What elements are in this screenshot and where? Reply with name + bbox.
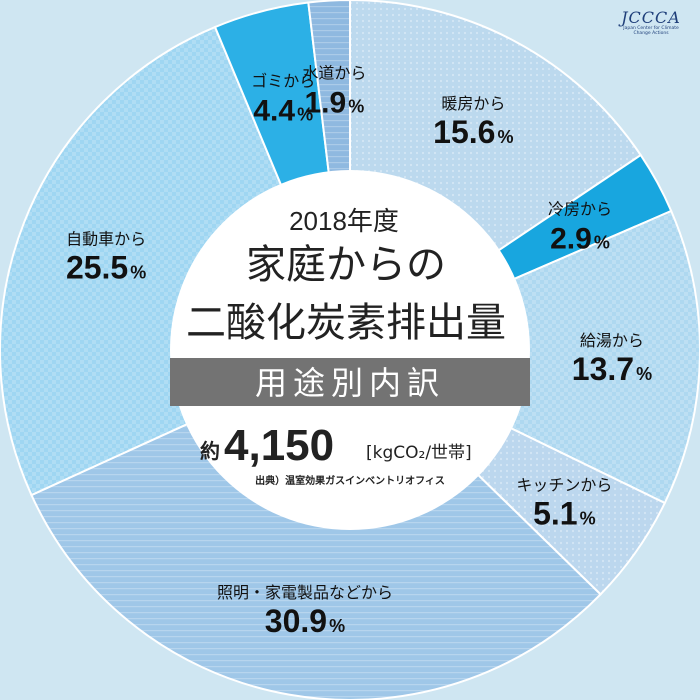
slice-value-label: 30.9% — [265, 603, 345, 639]
title-year: 2018年度 — [289, 206, 399, 236]
title-line2: 二酸化炭素排出量 — [186, 300, 506, 346]
total-prefix: 約 — [200, 439, 220, 463]
slice-value-label: 4.4% — [253, 95, 313, 128]
slice-category-label: キッチンから — [516, 476, 612, 495]
title-line1: 家庭からの — [246, 242, 446, 288]
jccca-logo: JCCCA Japan Center for Climate Change Ac… — [616, 8, 686, 36]
total-value: 4,150 — [224, 421, 334, 470]
slice-category-label: 水道から — [302, 63, 366, 82]
center-disc — [170, 170, 530, 530]
slice-category-label: ゴミから — [251, 72, 315, 91]
slice-value-label: 5.1% — [533, 496, 596, 532]
slice-category-label: 冷房から — [548, 200, 612, 219]
slice-category-label: 自動車から — [66, 229, 146, 248]
breakdown-band — [170, 358, 530, 406]
slice-category-label: 給湯から — [580, 331, 644, 350]
slice-value-label: 13.7% — [572, 351, 652, 387]
slice-category-label: 照明・家電製品などから — [217, 583, 393, 602]
slice-category-label: 暖房から — [441, 94, 505, 113]
logo-mark: JCCCA — [621, 8, 681, 27]
slice-value-label: 25.5% — [66, 249, 146, 285]
total-unit: [kgCO₂/世帯] — [366, 443, 472, 463]
source-note: 出典）温室効果ガスインベントリオフィス — [255, 474, 445, 487]
slice-value-label: 1.9% — [305, 86, 365, 119]
logo-subtitle: Japan Center for Climate Change Actions — [623, 26, 679, 36]
slice-value-label: 15.6% — [433, 114, 513, 150]
band-label: 用途別内訳 — [255, 364, 445, 402]
slice-value-label: 2.9% — [550, 223, 610, 256]
